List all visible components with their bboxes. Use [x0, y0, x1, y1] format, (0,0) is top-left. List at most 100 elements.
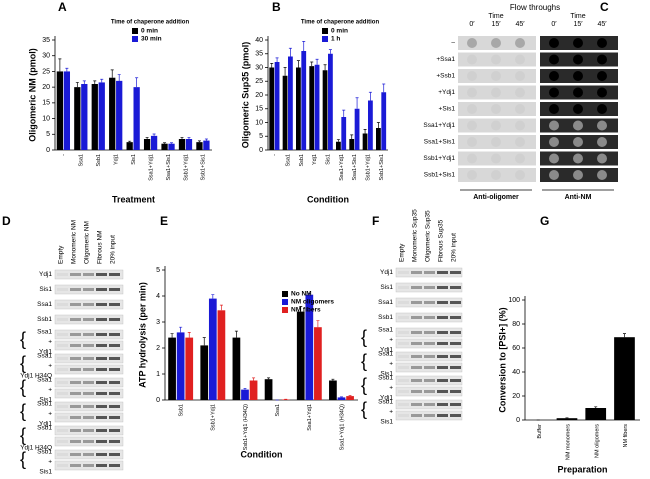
error-bar [152, 133, 156, 136]
row-label: Ydj1 [39, 349, 52, 356]
column-label: Oligomeric NM [84, 221, 91, 264]
time-tick: 15′ [491, 21, 501, 28]
panel-label: F [372, 214, 379, 228]
band [109, 357, 120, 360]
dot [467, 170, 477, 180]
dot [515, 87, 525, 98]
error-bar [342, 109, 346, 117]
x-axis-title: Condition [241, 449, 283, 459]
error-bar [328, 49, 332, 54]
band [96, 344, 107, 347]
band [398, 379, 409, 382]
bar [178, 139, 186, 150]
band [437, 414, 448, 417]
time-label: Time [570, 13, 585, 20]
band [437, 301, 448, 304]
bar [126, 142, 133, 150]
x-axis-title: Preparation [557, 464, 607, 474]
x-tick-label: Ssa1+Sis1 [352, 154, 358, 180]
band [57, 453, 68, 456]
bar [74, 87, 81, 150]
error-bar [331, 378, 335, 381]
band [437, 331, 448, 334]
dot [515, 38, 525, 48]
bar [196, 142, 203, 150]
band [424, 342, 435, 345]
bar [109, 77, 116, 150]
dot [515, 54, 525, 65]
legend-swatch [282, 307, 288, 313]
bar [63, 71, 71, 150]
error-bar [204, 138, 208, 141]
dot [491, 137, 501, 147]
x-tick-label: Ssa1 [285, 154, 291, 167]
band [424, 316, 435, 319]
band [70, 344, 81, 347]
legend-swatch [132, 36, 138, 42]
y-tick-label: 5 [259, 133, 263, 140]
x-tick-label: Ssb1+Sis1 [379, 154, 385, 180]
band [109, 429, 120, 432]
band [437, 379, 448, 382]
x-tick-label: Ssb1+Ydj1 [365, 154, 371, 181]
band [109, 344, 120, 347]
dot [467, 54, 477, 65]
band [424, 286, 435, 289]
band [398, 342, 409, 345]
band [398, 355, 409, 358]
panel-label: G [540, 214, 549, 228]
band [109, 273, 120, 276]
band [411, 316, 422, 319]
y-axis-title: Conversion to [PSI+] (%) [497, 307, 507, 412]
legend-swatch [282, 291, 288, 297]
y-tick-label: 0 [259, 147, 263, 154]
band [411, 379, 422, 382]
bar [301, 51, 307, 150]
y-tick-label: 20 [42, 84, 50, 91]
band [109, 464, 120, 467]
dot [515, 170, 525, 180]
bar [168, 143, 175, 150]
error-bar [145, 137, 149, 139]
band [398, 331, 409, 334]
band [109, 318, 120, 321]
band [437, 390, 448, 393]
dot [467, 71, 477, 81]
band [96, 288, 107, 291]
row-label: + [48, 387, 52, 394]
band [450, 390, 461, 393]
band [70, 273, 81, 276]
dot [549, 104, 559, 114]
bar [208, 298, 217, 400]
legend-title: Time of chaperone addition [111, 20, 190, 26]
dot [467, 38, 477, 48]
dot [491, 170, 501, 180]
band [411, 271, 422, 274]
band [70, 288, 81, 291]
band [83, 273, 94, 276]
row-label: Ssa1 [37, 353, 52, 360]
band [398, 403, 409, 406]
column-label: Fibrous NM [97, 230, 104, 264]
band [83, 429, 94, 432]
bar [91, 84, 98, 150]
band [411, 414, 422, 417]
bar [346, 396, 354, 400]
band [57, 357, 68, 360]
dot [573, 104, 583, 114]
band [424, 390, 435, 393]
dot [515, 104, 525, 114]
band [450, 366, 461, 369]
bar [200, 345, 209, 400]
bar [337, 397, 346, 400]
band [96, 273, 107, 276]
panel-label: D [2, 214, 11, 228]
bar [376, 128, 381, 150]
x-tick-label: Ydj1 [312, 154, 318, 165]
dot [549, 71, 559, 81]
brace: { [361, 399, 367, 419]
band [96, 392, 107, 395]
dot [549, 153, 559, 164]
band [450, 342, 461, 345]
error-bar [187, 332, 191, 338]
